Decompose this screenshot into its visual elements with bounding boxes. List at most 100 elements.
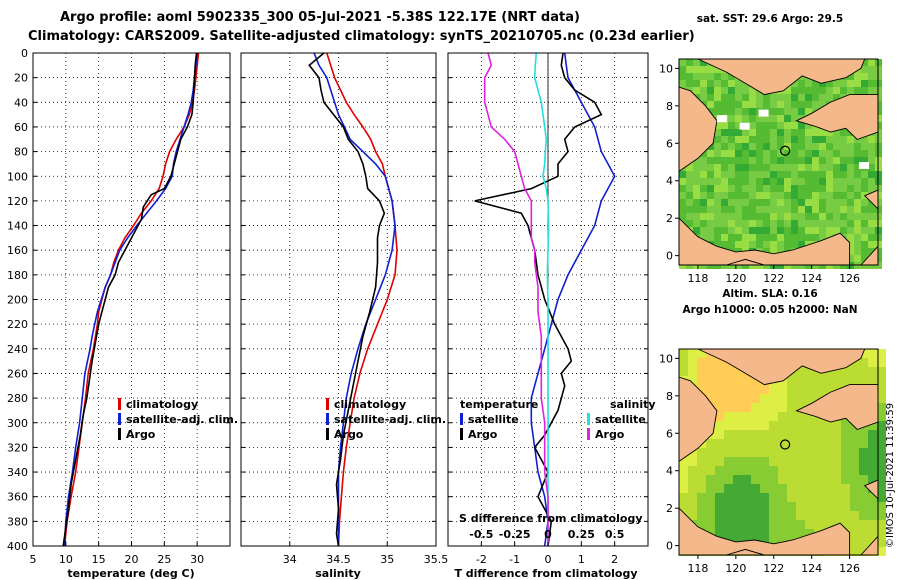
heat-cell [770, 108, 777, 115]
heat-cell [700, 192, 707, 199]
heat-cell [850, 484, 859, 493]
legend-swatch-argo [118, 428, 121, 440]
heat-cell [679, 475, 688, 484]
heat-cell [770, 143, 777, 150]
heat-cell [715, 484, 724, 493]
heat-cell [756, 178, 763, 185]
heat-cell [805, 448, 814, 457]
heat-cell [840, 80, 847, 87]
heat-cell [749, 192, 756, 199]
heat-cell [798, 241, 805, 248]
heat-cell [769, 448, 778, 457]
heat-cell [777, 143, 784, 150]
heat-cell [850, 538, 859, 547]
heat-cell [733, 457, 742, 466]
heat-cell [826, 143, 833, 150]
heat-cell [777, 157, 784, 164]
heat-cell [715, 358, 724, 367]
heat-cell [812, 157, 819, 164]
heat-cell [763, 220, 770, 227]
heat-cell [721, 94, 728, 101]
heat-cell [749, 115, 756, 122]
heat-cell [798, 150, 805, 157]
map-frame [678, 58, 879, 266]
heat-cell [769, 439, 778, 448]
heat-cell [777, 199, 784, 206]
heat-cell [679, 80, 686, 87]
heat-cell [787, 394, 796, 403]
heat-cell [833, 150, 840, 157]
heat-cell [778, 430, 787, 439]
heat-cell [784, 164, 791, 171]
legend-satellite-adj: satellite-adj. clim. [126, 413, 238, 426]
map-x-tick-label: 124 [801, 562, 822, 575]
heat-cell [715, 529, 724, 538]
y-tick-label: 160 [7, 244, 28, 257]
heat-cell [819, 101, 826, 108]
heat-cell [724, 502, 733, 511]
heat-cell [742, 150, 749, 157]
map-x-tick-label: 122 [763, 562, 784, 575]
heat-cell [742, 520, 751, 529]
heat-cell [840, 185, 847, 192]
heat-cell [751, 484, 760, 493]
heat-cell [714, 143, 721, 150]
heat-cell [724, 394, 733, 403]
heat-cell [756, 171, 763, 178]
heat-cell [796, 448, 805, 457]
heat-cell [697, 484, 706, 493]
heat-cell [770, 213, 777, 220]
heat-cell [770, 164, 777, 171]
heat-cell [832, 457, 841, 466]
heat-cell [777, 122, 784, 129]
heat-cell [847, 73, 854, 80]
heat-cell [693, 199, 700, 206]
heat-cell [751, 502, 760, 511]
x-tick-label: 34.5 [326, 553, 351, 566]
heat-cell [728, 80, 735, 87]
heat-cell [791, 234, 798, 241]
heat-cell [868, 502, 877, 511]
heat-cell [854, 220, 861, 227]
heat-cell [861, 136, 868, 143]
heat-cell [877, 439, 886, 448]
heat-cell [877, 430, 886, 439]
heat-cell [735, 220, 742, 227]
heat-cell [819, 136, 826, 143]
heat-cell [777, 164, 784, 171]
heat-cell [868, 430, 877, 439]
heat-cell [877, 421, 886, 430]
heat-cell [714, 129, 721, 136]
heat-cell [693, 192, 700, 199]
heat-cell [812, 94, 819, 101]
heat-cell [826, 220, 833, 227]
heat-cell [814, 511, 823, 520]
heat-cell [777, 115, 784, 122]
heat-cell [796, 475, 805, 484]
heat-cell [760, 385, 769, 394]
heat-cell [826, 206, 833, 213]
heat-cell [686, 73, 693, 80]
heat-cell [777, 129, 784, 136]
heat-cell [728, 227, 735, 234]
heat-cell [847, 248, 854, 255]
heat-cell [714, 66, 721, 73]
heat-cell [796, 511, 805, 520]
figure-title-line2: Climatology: CARS2009. Satellite-adjuste… [28, 29, 695, 44]
legend-climatology: climatology [334, 398, 406, 411]
heat-cell [733, 403, 742, 412]
heat-cell [735, 171, 742, 178]
heat-cell [763, 185, 770, 192]
map-x-tick-label: 124 [801, 272, 822, 285]
heat-cell [859, 358, 868, 367]
heat-cell [751, 412, 760, 421]
heat-cell [861, 73, 868, 80]
heat-cell [770, 192, 777, 199]
heat-cell [715, 412, 724, 421]
heat-cell [749, 150, 756, 157]
heat-cell [760, 493, 769, 502]
heat-cell [778, 394, 787, 403]
heat-cell [832, 439, 841, 448]
heat-cell [693, 171, 700, 178]
heat-cell [805, 529, 814, 538]
